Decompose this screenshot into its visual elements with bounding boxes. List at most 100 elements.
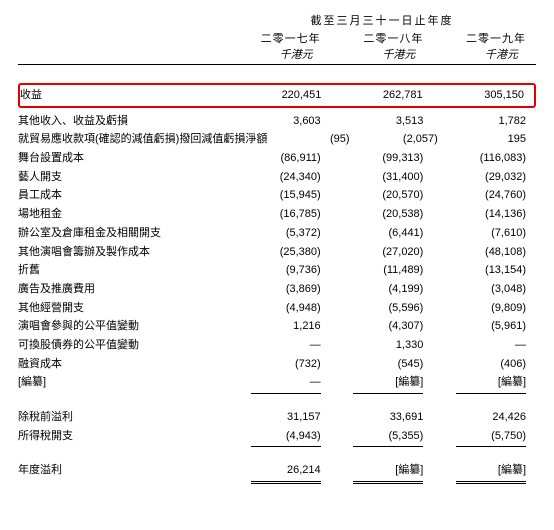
cell: 305,150: [433, 86, 534, 105]
cell: (406): [433, 355, 536, 374]
cell: —: [228, 336, 331, 355]
cell: (31,400): [331, 168, 434, 187]
year-col-2: 二零一八年: [331, 30, 434, 46]
cell: (25,380): [228, 243, 331, 262]
table-row: 折舊(9,736)(11,489)(13,154): [18, 261, 536, 280]
cell: 3,513: [331, 112, 434, 131]
row-label: 員工成本: [18, 186, 228, 205]
cell: (99,313): [331, 149, 434, 168]
cell: (86,911): [228, 149, 331, 168]
cell: (48,108): [433, 243, 536, 262]
cell: (5,355): [331, 427, 434, 448]
cell: (24,760): [433, 186, 536, 205]
cell: (16,785): [228, 205, 331, 224]
cell: (545): [331, 355, 434, 374]
cell: [編纂]: [433, 373, 536, 394]
cell: (3,048): [433, 280, 536, 299]
cell: (13,154): [433, 261, 536, 280]
unit-headers: 千港元 千港元 千港元: [18, 46, 536, 65]
row-label: 舞台設置成本: [18, 149, 228, 168]
row-label: 除稅前溢利: [18, 408, 228, 427]
row-label: 場地租金: [18, 205, 228, 224]
cell: 31,157: [228, 408, 331, 427]
period-label: 截至三月三十一日止年度: [18, 12, 536, 28]
cell: (11,489): [331, 261, 434, 280]
table-row: 其他收入、收益及虧損3,6033,5131,782: [18, 112, 536, 131]
unit-col-3: 千港元: [433, 46, 536, 64]
row-label: 演唱會參與的公平值變動: [18, 317, 228, 336]
revenue-row: 收益 220,451 262,781 305,150: [20, 86, 534, 105]
cell: (116,083): [433, 149, 536, 168]
cell: —: [433, 336, 536, 355]
row-label: 可換股債券的公平值變動: [18, 336, 228, 355]
cell: 220,451: [230, 86, 331, 105]
table-row: 融資成本(732)(545)(406): [18, 355, 536, 374]
cell: (20,570): [331, 186, 434, 205]
table-row: 可換股債券的公平值變動—1,330—: [18, 336, 536, 355]
table-body: 收益 220,451 262,781 305,150 其他收入、收益及虧損3,6…: [18, 83, 536, 484]
redacted-row: [編纂] — [編纂] [編纂]: [18, 373, 536, 394]
cell: 33,691: [331, 408, 434, 427]
table-row: 就貿易應收款項(確認的減值虧損)撥回減值虧損淨額(95)(2,057)195: [18, 130, 536, 149]
cell: 26,214: [228, 461, 331, 484]
cell: (20,538): [331, 205, 434, 224]
row-label: 其他演唱會籌辦及製作成本: [18, 243, 228, 262]
cell: (5,596): [331, 299, 434, 318]
row-label: 年度溢利: [18, 461, 228, 484]
cell: 1,782: [433, 112, 536, 131]
year-col-3: 二零一九年: [433, 30, 536, 46]
row-label: 收益: [20, 86, 230, 105]
table-row: 廣告及推廣費用(3,869)(4,199)(3,048): [18, 280, 536, 299]
cell: (15,945): [228, 186, 331, 205]
highlight-box: 收益 220,451 262,781 305,150: [18, 83, 536, 108]
row-label: 所得稅開支: [18, 427, 228, 448]
cell: [編纂]: [331, 461, 434, 484]
cell: 195: [448, 130, 536, 149]
cell: (6,441): [331, 224, 434, 243]
cell: (24,340): [228, 168, 331, 187]
cell: 1,330: [331, 336, 434, 355]
cell: 262,781: [331, 86, 432, 105]
row-label: 折舊: [18, 261, 228, 280]
cell: (9,809): [433, 299, 536, 318]
year-col-1: 二零一七年: [228, 30, 331, 46]
table-row: 其他經營開支(4,948)(5,596)(9,809): [18, 299, 536, 318]
cell: (29,032): [433, 168, 536, 187]
cell: (95): [271, 130, 359, 149]
table-header: 截至三月三十一日止年度 二零一七年 二零一八年 二零一九年 千港元 千港元 千港…: [18, 12, 536, 65]
table-row: 辦公室及倉庫租金及相關開支(5,372)(6,441)(7,610): [18, 224, 536, 243]
row-label: 辦公室及倉庫租金及相關開支: [18, 224, 228, 243]
table-row: 演唱會參與的公平值變動1,216(4,307)(5,961): [18, 317, 536, 336]
row-label: 藝人開支: [18, 168, 228, 187]
cell: (4,943): [228, 427, 331, 448]
annual-profit-row: 年度溢利 26,214 [編纂] [編纂]: [18, 461, 536, 484]
cell: 24,426: [433, 408, 536, 427]
cell: (5,961): [433, 317, 536, 336]
table-row: 藝人開支(24,340)(31,400)(29,032): [18, 168, 536, 187]
year-headers: 二零一七年 二零一八年 二零一九年: [18, 30, 536, 46]
cell: (732): [228, 355, 331, 374]
cell: (5,750): [433, 427, 536, 448]
cell: (14,136): [433, 205, 536, 224]
row-label: 融資成本: [18, 355, 228, 374]
row-label: 其他收入、收益及虧損: [18, 112, 228, 131]
cell: [編纂]: [331, 373, 434, 394]
pretax-profit-row: 除稅前溢利 31,157 33,691 24,426: [18, 408, 536, 427]
row-label: 就貿易應收款項(確認的減值虧損)撥回減值虧損淨額: [18, 130, 271, 149]
cell: 3,603: [228, 112, 331, 131]
cell: (7,610): [433, 224, 536, 243]
row-label: 其他經營開支: [18, 299, 228, 318]
cell: (2,057): [360, 130, 448, 149]
table-row: 員工成本(15,945)(20,570)(24,760): [18, 186, 536, 205]
cell: (4,307): [331, 317, 434, 336]
unit-col-1: 千港元: [228, 46, 331, 64]
table-row: 場地租金(16,785)(20,538)(14,136): [18, 205, 536, 224]
cell: (5,372): [228, 224, 331, 243]
cell: (3,869): [228, 280, 331, 299]
cell: —: [228, 373, 331, 394]
cell: (9,736): [228, 261, 331, 280]
row-label: 廣告及推廣費用: [18, 280, 228, 299]
unit-col-2: 千港元: [331, 46, 434, 64]
table-row: 其他演唱會籌辦及製作成本(25,380)(27,020)(48,108): [18, 243, 536, 262]
table-row: 舞台設置成本(86,911)(99,313)(116,083): [18, 149, 536, 168]
